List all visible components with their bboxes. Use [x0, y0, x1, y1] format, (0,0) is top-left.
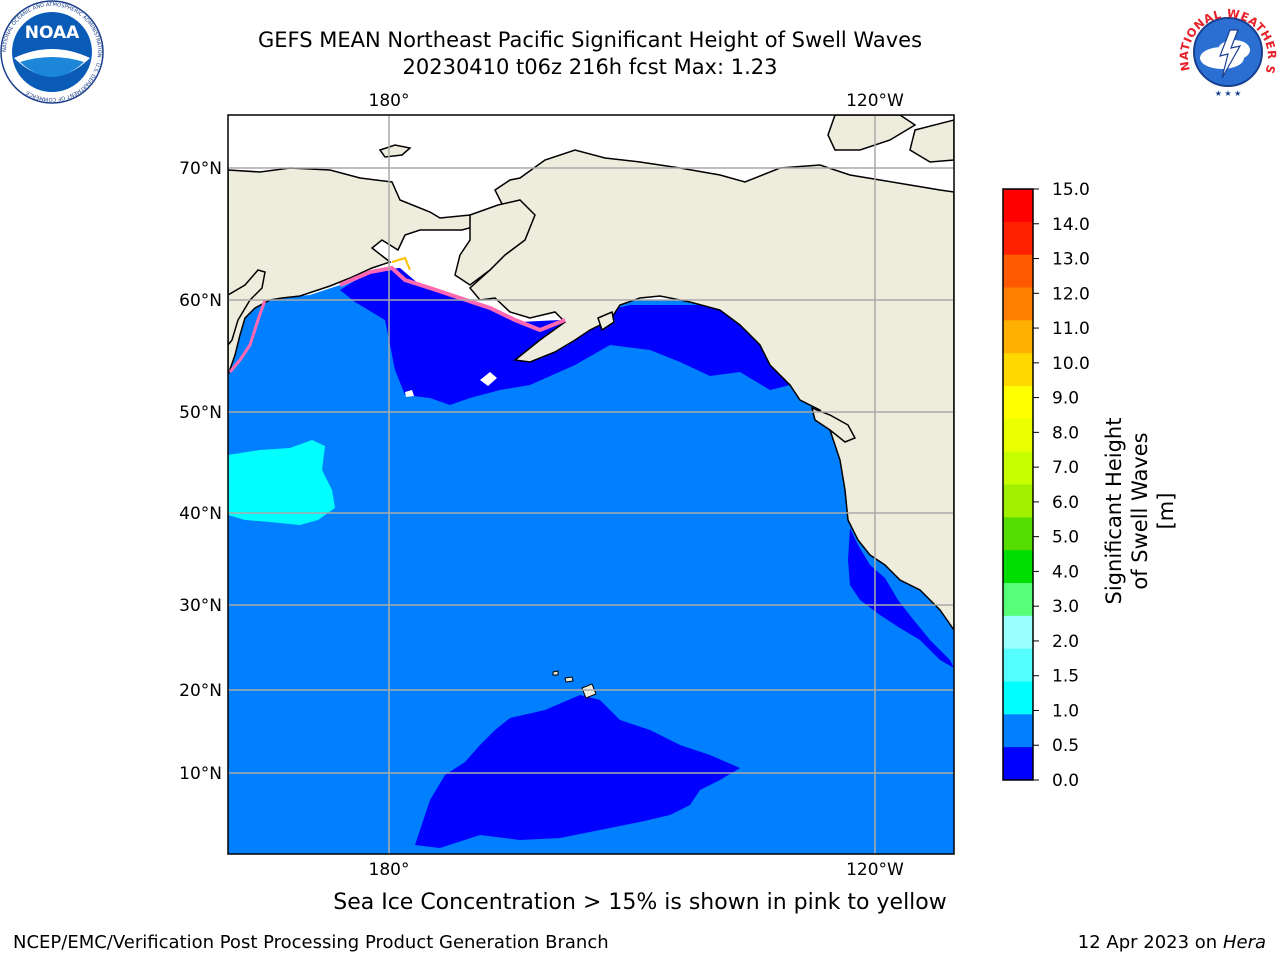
colorbar-tick-label: 0.5: [1052, 736, 1079, 756]
lat-label-70n: 70°N: [179, 159, 222, 179]
land-kamchatka-tip: [228, 269, 266, 347]
ice-spot: [405, 390, 414, 397]
colorbar-band: [1003, 615, 1033, 650]
land-arctic-island-2: [909, 119, 954, 163]
colorbar-band: [1003, 451, 1033, 485]
colorbar-tick-label: 11.0: [1052, 319, 1090, 339]
land-hawaii-islet: [564, 676, 574, 683]
land-kodiak: [597, 310, 615, 332]
svg-text:★ ★ ★: ★ ★ ★: [1215, 89, 1242, 98]
colorbar-frame: [1002, 188, 1034, 781]
colorbar-tick-label: 8.0: [1052, 423, 1079, 443]
ice-spot: [480, 372, 497, 386]
footnote: Sea Ice Concentration > 15% is shown in …: [333, 890, 947, 915]
colorbar-tick-label: 5.0: [1052, 528, 1079, 548]
colorbar-tick-label: 14.0: [1052, 215, 1090, 235]
footer-host: Hera: [1222, 932, 1266, 953]
lat-label-60n: 60°N: [179, 291, 222, 311]
chart-title: GEFS MEAN Northeast Pacific Significant …: [257, 28, 923, 52]
colorbar-band: [1003, 648, 1033, 682]
colorbar-tick-label: 13.0: [1052, 250, 1090, 270]
colorbar-tick-label: 9.0: [1052, 389, 1079, 409]
low-swell-south: [415, 695, 740, 848]
colorbar-band: [1003, 221, 1033, 256]
colorbar-tick-label: 12.0: [1052, 284, 1090, 304]
colorbar-band: [1003, 517, 1033, 551]
land-vancouver-island: [810, 406, 857, 443]
land-north-america: [468, 149, 954, 632]
colorbar-band: [1003, 320, 1033, 354]
colorbar-tick-label: 0.0: [1052, 771, 1079, 791]
footer-credit: NCEP/EMC/Verification Post Processing Pr…: [13, 932, 609, 953]
lat-label-40n: 40°N: [179, 504, 222, 524]
nws-logo: NATIONAL WEATHER SERVICE ★ ★ ★: [1176, 0, 1279, 98]
sea-ice-edge-west: [228, 299, 267, 373]
lon-label-bottom-180: 180°: [369, 860, 410, 880]
colorbar-band: [1003, 583, 1033, 617]
lon-label-top-180: 180°: [369, 91, 410, 111]
low-swell-coast: [848, 528, 954, 668]
land-alaska-west: [454, 199, 536, 286]
colorbar-tick-label: 4.0: [1052, 562, 1079, 582]
colorbar-band: [1003, 550, 1033, 584]
land-hawaii-islet: [552, 670, 559, 676]
sea-ice-edge-2: [391, 256, 411, 271]
graticule: [228, 115, 954, 854]
colorbar-band: [1003, 254, 1033, 288]
colorbar-tick-label: 15.0: [1052, 180, 1090, 200]
colorbar-band: [1003, 681, 1033, 715]
colorbar-tick-label: 10.0: [1052, 354, 1090, 374]
colorbar-band: [1003, 189, 1033, 223]
colorbar-title: Significant Height of Swell Waves [m]: [1102, 417, 1178, 605]
land-hawaii: [581, 683, 597, 699]
colorbar-tick-label: 1.5: [1052, 667, 1079, 687]
land-small-island: [378, 144, 412, 158]
colorbar-band: [1003, 287, 1033, 321]
colorbar: 15.0 14.0 13.0 12.0 11.0 10.0 9.0 8.0 7.0 6.0 5.0 4…: [1002, 180, 1090, 791]
footer-date-text: 12 Apr 2023 on: [1077, 932, 1223, 953]
noaa-logo-text: NOAA: [25, 23, 80, 43]
map-area: [228, 115, 954, 854]
chart-subtitle: 20230410 t06z 216h fcst Max: 1.23: [402, 55, 778, 79]
noaa-logo: NOAA NATIONAL OCEANIC AND ATMOSPHERIC AD…: [0, 0, 104, 104]
lon-label-bottom-120w: 120°W: [846, 860, 904, 880]
lat-label-20n: 20°N: [179, 681, 222, 701]
colorbar-band: [1003, 418, 1033, 453]
lat-label-50n: 50°N: [179, 403, 222, 423]
lat-label-30n: 30°N: [179, 596, 222, 616]
colorbar-tick-label: 3.0: [1052, 597, 1079, 617]
colorbar-band: [1003, 353, 1033, 387]
colorbar-band: [1003, 714, 1033, 748]
sea-ice-edge: [339, 265, 566, 333]
colorbar-band: [1003, 747, 1033, 781]
land-asia: [228, 167, 482, 376]
lat-label-10n: 10°N: [179, 764, 222, 784]
mid-swell-region: [228, 440, 335, 525]
colorbar-tick-label: 6.0: [1052, 493, 1079, 513]
colorbar-tick-label: 1.0: [1052, 701, 1079, 721]
colorbar-tick-label: 2.0: [1052, 632, 1079, 652]
footer-date: 12 Apr 2023 on Hera: [1078, 932, 1266, 953]
map-frame: [227, 114, 955, 855]
colorbar-tick-label: 7.0: [1052, 458, 1079, 478]
lon-label-top-120w: 120°W: [846, 91, 904, 111]
colorbar-band: [1003, 484, 1033, 518]
colorbar-band: [1003, 386, 1033, 420]
